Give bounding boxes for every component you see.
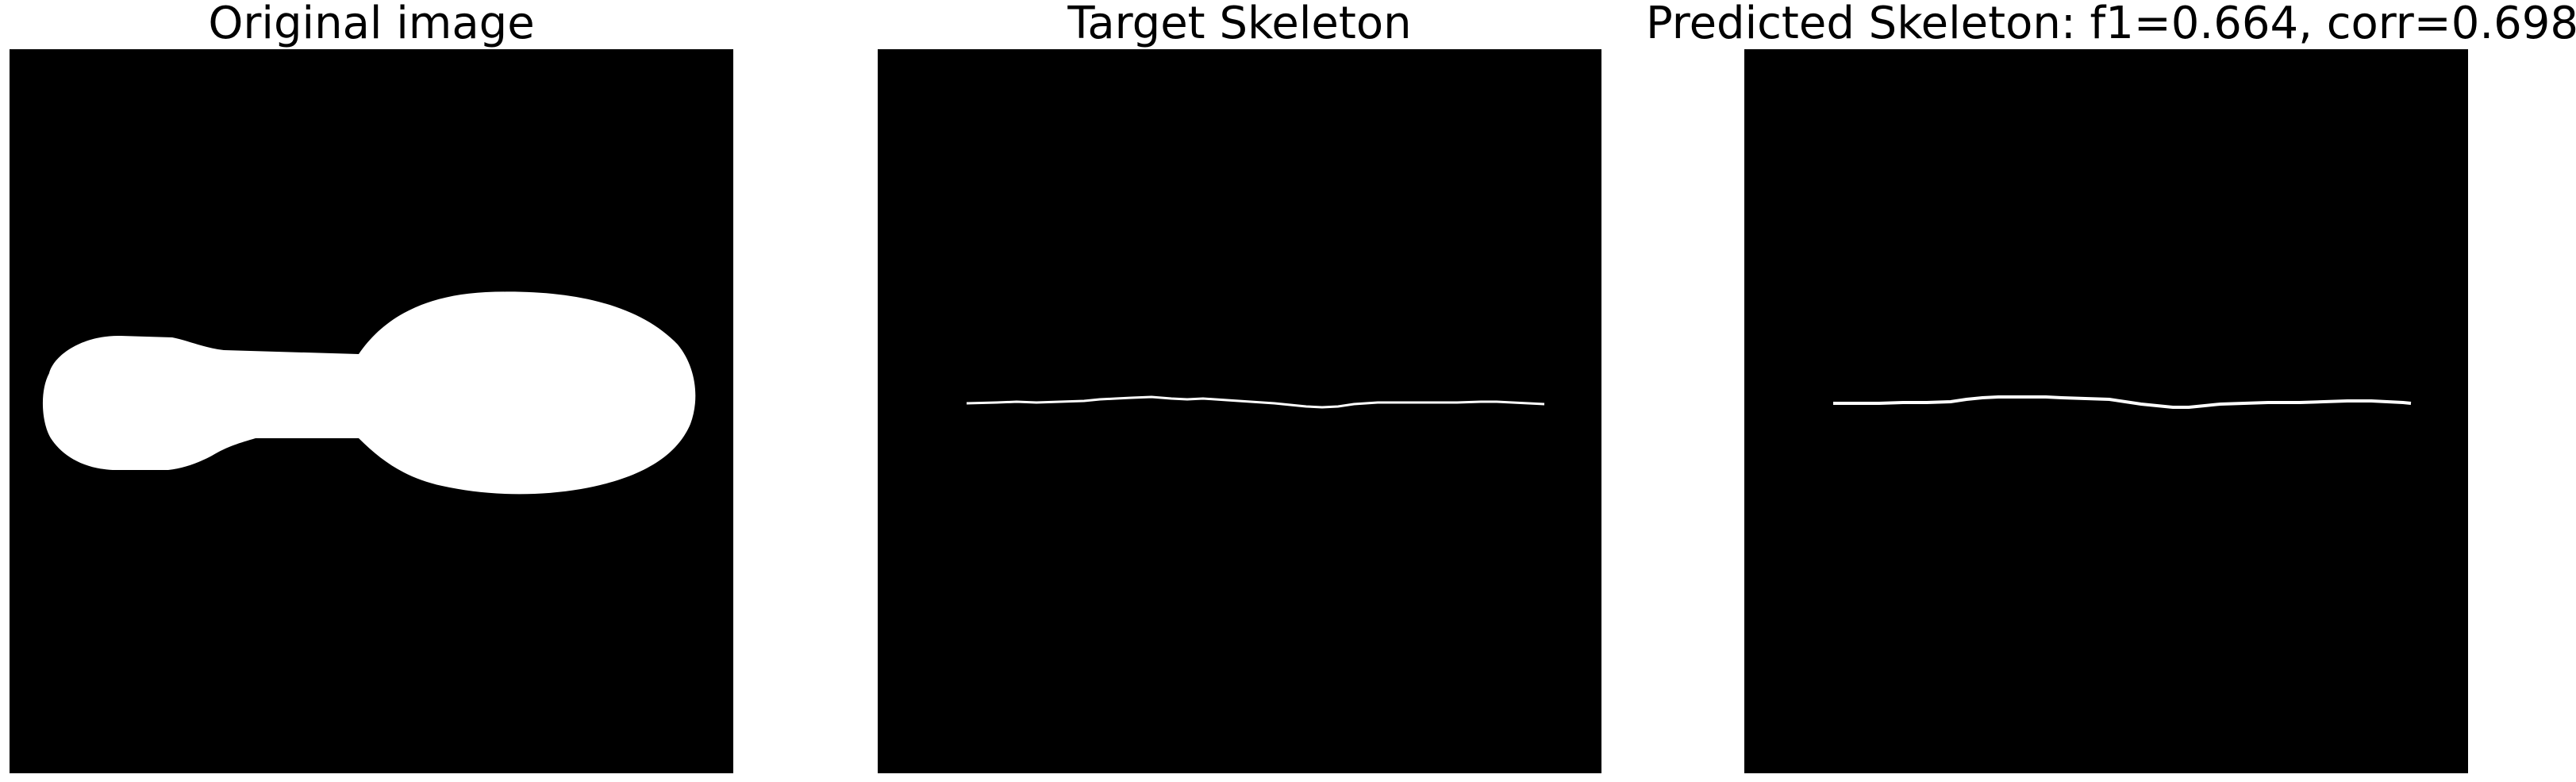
panel-title: Original image [208, 0, 535, 49]
original-image [10, 49, 733, 773]
skeleton-line [1833, 395, 2412, 409]
panel-predicted-skeleton: Predicted Skeleton: f1=0.664, corr=0.698 [1646, 0, 2576, 782]
panel-target-skeleton: Target Skeleton [878, 0, 1601, 782]
target-skeleton-image [878, 49, 1601, 773]
panel-title: Predicted Skeleton: f1=0.664, corr=0.698 [1646, 0, 2576, 49]
shape-blob [42, 291, 696, 495]
predicted-skeleton-image [1744, 49, 2468, 773]
skeleton-line [966, 395, 1545, 409]
panel-title: Target Skeleton [1067, 0, 1412, 49]
panel-original-image: Original image [10, 0, 733, 782]
